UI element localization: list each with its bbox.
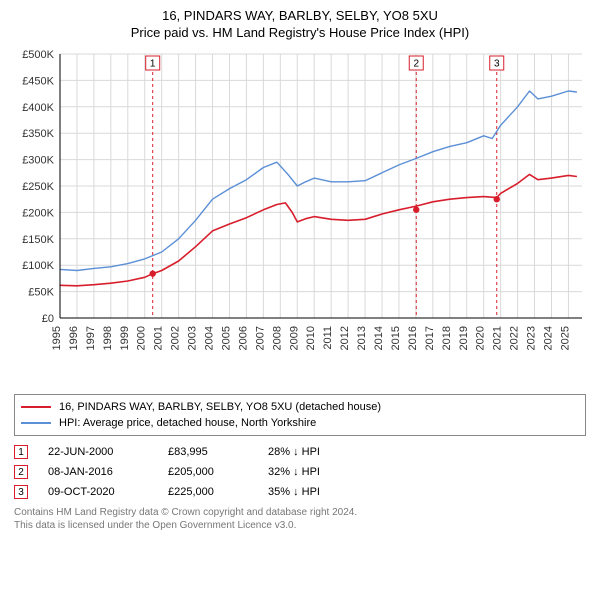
svg-text:£100K: £100K — [22, 260, 54, 272]
svg-text:£50K: £50K — [28, 287, 54, 299]
transaction-delta: 28% ↓ HPI — [268, 446, 358, 458]
legend-label: HPI: Average price, detached house, Nort… — [59, 417, 316, 429]
transaction-badge: 3 — [14, 485, 28, 499]
transaction-date: 08-JAN-2016 — [48, 466, 148, 478]
svg-text:2022: 2022 — [509, 326, 521, 350]
svg-text:2025: 2025 — [559, 326, 571, 350]
price-chart: £0 £50K £100K £150K £200K £250K £300K £350K £400… — [8, 46, 592, 386]
transaction-badge: 2 — [14, 465, 28, 479]
svg-text:2021: 2021 — [492, 326, 504, 350]
transaction-date: 09-OCT-2020 — [48, 486, 148, 498]
svg-text:2011: 2011 — [322, 326, 334, 350]
transaction-delta: 35% ↓ HPI — [268, 486, 358, 498]
svg-text:2001: 2001 — [153, 326, 165, 350]
legend-swatch — [21, 422, 51, 424]
svg-text:2010: 2010 — [305, 326, 317, 350]
chart-titles: 16, PINDARS WAY, BARLBY, SELBY, YO8 5XU … — [8, 8, 592, 40]
svg-text:3: 3 — [494, 59, 500, 70]
svg-text:2019: 2019 — [458, 326, 470, 350]
transaction-price: £205,000 — [168, 466, 248, 478]
svg-text:1997: 1997 — [85, 326, 97, 350]
svg-text:£450K: £450K — [22, 75, 54, 87]
transaction-price: £83,995 — [168, 446, 248, 458]
svg-text:2020: 2020 — [475, 326, 487, 350]
svg-text:1995: 1995 — [51, 326, 63, 350]
svg-text:2007: 2007 — [254, 326, 266, 350]
transaction-price: £225,000 — [168, 486, 248, 498]
svg-text:1998: 1998 — [102, 326, 114, 350]
svg-text:2024: 2024 — [542, 326, 554, 350]
svg-text:2004: 2004 — [204, 326, 216, 350]
svg-text:£200K: £200K — [22, 207, 54, 219]
title-line1: 16, PINDARS WAY, BARLBY, SELBY, YO8 5XU — [8, 8, 592, 23]
transaction-delta: 32% ↓ HPI — [268, 466, 358, 478]
svg-text:£0: £0 — [42, 313, 54, 325]
legend-item: 16, PINDARS WAY, BARLBY, SELBY, YO8 5XU … — [21, 399, 579, 415]
transaction-row: 1 22-JUN-2000 £83,995 28% ↓ HPI — [14, 442, 586, 462]
legend-label: 16, PINDARS WAY, BARLBY, SELBY, YO8 5XU … — [59, 401, 381, 413]
footer-line2: This data is licensed under the Open Gov… — [14, 519, 586, 532]
svg-text:2005: 2005 — [220, 326, 232, 350]
transaction-badge: 1 — [14, 445, 28, 459]
svg-text:1: 1 — [150, 59, 156, 70]
footer-line1: Contains HM Land Registry data © Crown c… — [14, 506, 586, 519]
svg-text:2000: 2000 — [136, 326, 148, 350]
transaction-date: 22-JUN-2000 — [48, 446, 148, 458]
svg-text:1999: 1999 — [119, 326, 131, 350]
svg-text:2009: 2009 — [288, 326, 300, 350]
transactions-table: 1 22-JUN-2000 £83,995 28% ↓ HPI 2 08-JAN-2016… — [14, 442, 586, 502]
svg-text:2014: 2014 — [373, 326, 385, 350]
svg-text:2012: 2012 — [339, 326, 351, 350]
svg-text:2002: 2002 — [170, 326, 182, 350]
svg-text:£150K: £150K — [22, 234, 54, 246]
svg-text:£400K: £400K — [22, 102, 54, 114]
svg-text:1996: 1996 — [68, 326, 80, 350]
svg-text:2003: 2003 — [187, 326, 199, 350]
transaction-row: 3 09-OCT-2020 £225,000 35% ↓ HPI — [14, 482, 586, 502]
svg-text:2: 2 — [413, 59, 419, 70]
svg-text:£300K: £300K — [22, 155, 54, 167]
svg-text:2015: 2015 — [390, 326, 402, 350]
footer-note: Contains HM Land Registry data © Crown c… — [14, 506, 586, 532]
svg-text:2013: 2013 — [356, 326, 368, 350]
svg-text:2018: 2018 — [441, 326, 453, 350]
svg-text:2006: 2006 — [237, 326, 249, 350]
title-line2: Price paid vs. HM Land Registry's House … — [8, 25, 592, 40]
legend: 16, PINDARS WAY, BARLBY, SELBY, YO8 5XU … — [14, 394, 586, 436]
svg-text:£350K: £350K — [22, 128, 54, 140]
svg-text:2008: 2008 — [271, 326, 283, 350]
chart-area: £0 £50K £100K £150K £200K £250K £300K £350K £400… — [8, 46, 592, 386]
transaction-row: 2 08-JAN-2016 £205,000 32% ↓ HPI — [14, 462, 586, 482]
legend-swatch — [21, 406, 51, 408]
svg-text:£500K: £500K — [22, 49, 54, 61]
legend-item: HPI: Average price, detached house, Nort… — [21, 415, 579, 431]
svg-text:2023: 2023 — [526, 326, 538, 350]
svg-text:2017: 2017 — [424, 326, 436, 350]
svg-text:2016: 2016 — [407, 326, 419, 350]
svg-text:£250K: £250K — [22, 181, 54, 193]
